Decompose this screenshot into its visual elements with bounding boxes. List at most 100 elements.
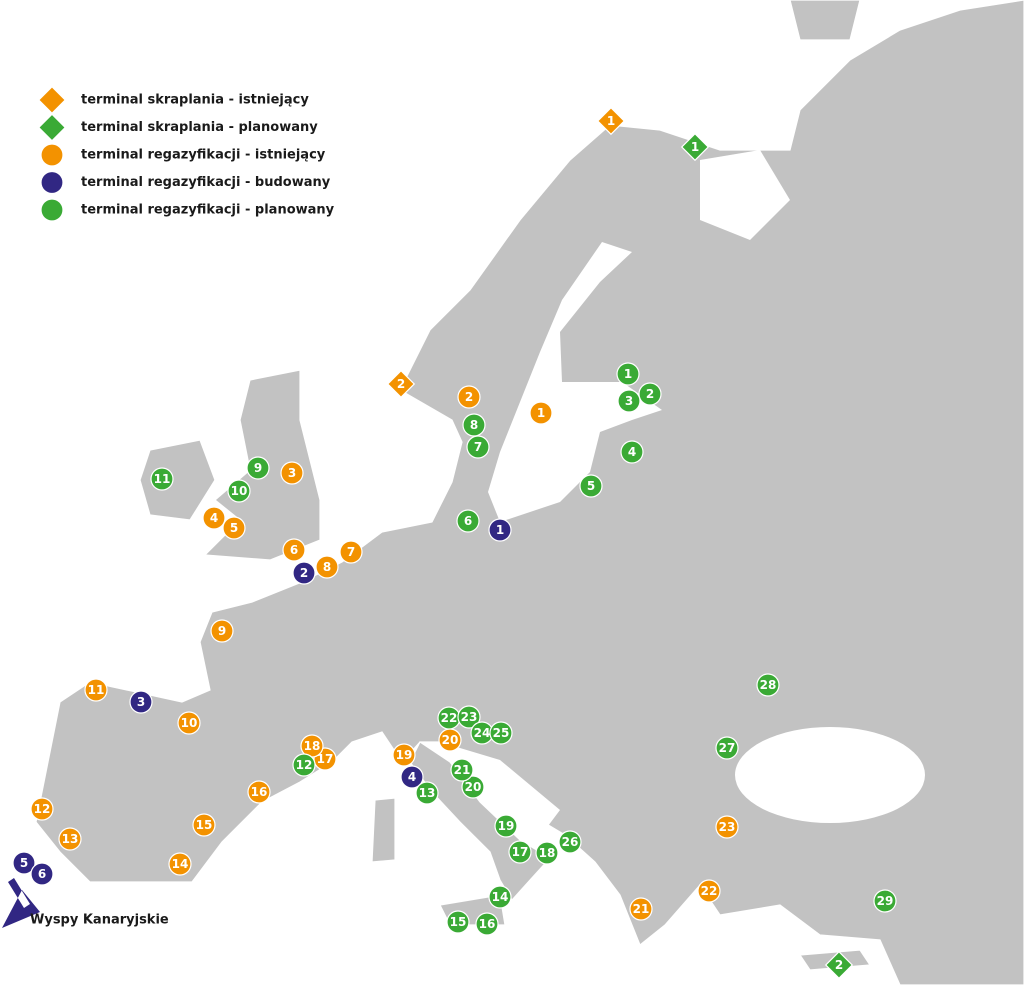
marker-label: 1 (537, 406, 545, 420)
legend-label: terminal regazyfikacji - istniejący (81, 148, 326, 163)
marker-label: 20 (442, 733, 459, 747)
circle-marker (456, 509, 480, 533)
marker-label: 23 (719, 820, 736, 834)
marker-label: 16 (479, 917, 496, 931)
circle-marker (475, 912, 499, 936)
marker-label: 18 (539, 846, 556, 860)
legend-label: terminal skraplania - istniejący (81, 93, 309, 108)
annotation: Wyspy Kanaryjskie (30, 913, 169, 928)
circle-marker (58, 827, 82, 851)
arrow (2, 878, 40, 928)
circle-marker (457, 385, 481, 409)
circle-marker (400, 765, 424, 789)
circle-marker (150, 467, 174, 491)
marker-label: 2 (465, 390, 473, 404)
circle-marker (12, 851, 36, 875)
marker-label: 2 (646, 387, 654, 401)
circle-marker (192, 813, 216, 837)
marker-label: 2 (397, 377, 405, 391)
marker-label: 3 (625, 394, 633, 408)
marker-label: 19 (498, 819, 515, 833)
marker-label: 4 (408, 770, 416, 784)
circle-marker (715, 736, 739, 760)
circle-marker (282, 538, 306, 562)
circle-marker (617, 389, 641, 413)
circle-marker (462, 413, 486, 437)
marker-label: 6 (38, 867, 46, 881)
circle-marker (629, 897, 653, 921)
circle-marker (315, 555, 339, 579)
marker-label: 22 (701, 884, 718, 898)
circle-marker (638, 382, 662, 406)
marker-label: 19 (396, 748, 413, 762)
circle-marker (84, 678, 108, 702)
circle-marker (715, 815, 739, 839)
circle-marker (246, 456, 270, 480)
marker-label: 10 (231, 484, 248, 498)
circle-marker (508, 840, 532, 864)
circle-marker (620, 440, 644, 464)
legend-label: terminal regazyfikacji - planowany (81, 203, 335, 218)
marker-label: 12 (34, 802, 51, 816)
circle-marker (280, 461, 304, 485)
circle-marker (616, 362, 640, 386)
diamond-marker (37, 113, 67, 142)
marker-label: 7 (347, 545, 355, 559)
circle-marker (177, 711, 201, 735)
marker-label: 1 (691, 140, 699, 154)
marker-label: 11 (154, 472, 171, 486)
marker-label: 5 (20, 856, 28, 870)
circle-marker (488, 885, 512, 909)
circle-marker (129, 690, 153, 714)
marker-label: 24 (474, 726, 491, 740)
circle-marker (494, 814, 518, 838)
diamond-marker (680, 132, 710, 162)
marker-label: 6 (290, 543, 298, 557)
circle-marker (756, 673, 780, 697)
marker-label: 18 (304, 739, 321, 753)
diamond-marker (824, 950, 854, 980)
marker-label: 3 (288, 466, 296, 480)
marker-label: 22 (441, 711, 458, 725)
circle-marker (457, 705, 481, 729)
circle-marker (529, 401, 553, 425)
marker-label: 1 (496, 523, 504, 537)
circle-marker (579, 474, 603, 498)
marker-label: 2 (835, 958, 843, 972)
marker-label: 28 (760, 678, 777, 692)
circle-marker (461, 775, 485, 799)
circle-marker (292, 561, 316, 585)
circle-marker (697, 879, 721, 903)
diamond-marker (596, 106, 626, 136)
circle-marker (873, 889, 897, 913)
circle-marker (210, 619, 234, 643)
marker-label: 4 (210, 511, 218, 525)
marker-label: 1 (624, 367, 632, 381)
marker-label: 14 (492, 890, 509, 904)
circle-marker (415, 781, 439, 805)
marker-label: 16 (251, 785, 268, 799)
land (35, 0, 1024, 985)
circle-marker (392, 743, 416, 767)
circle-marker (227, 479, 251, 503)
circle-marker (446, 910, 470, 934)
marker-label: 4 (628, 445, 636, 459)
circle-marker (466, 435, 490, 459)
circle-marker (222, 516, 246, 540)
marker-label: 6 (464, 514, 472, 528)
marker-label: 12 (296, 758, 313, 772)
marker-label: 8 (470, 418, 478, 432)
marker-label: 9 (218, 624, 226, 638)
diamond-marker (386, 369, 416, 399)
marker-label: 11 (88, 683, 105, 697)
legend-label: terminal skraplania - planowany (81, 120, 318, 135)
circle-marker (535, 841, 559, 865)
circle-marker (40, 170, 64, 195)
marker-label: 14 (172, 857, 189, 871)
circle-marker (30, 862, 54, 886)
marker-label: 20 (465, 780, 482, 794)
marker-label: 2 (300, 566, 308, 580)
circle-marker (488, 518, 512, 542)
marker-label: 5 (587, 479, 595, 493)
